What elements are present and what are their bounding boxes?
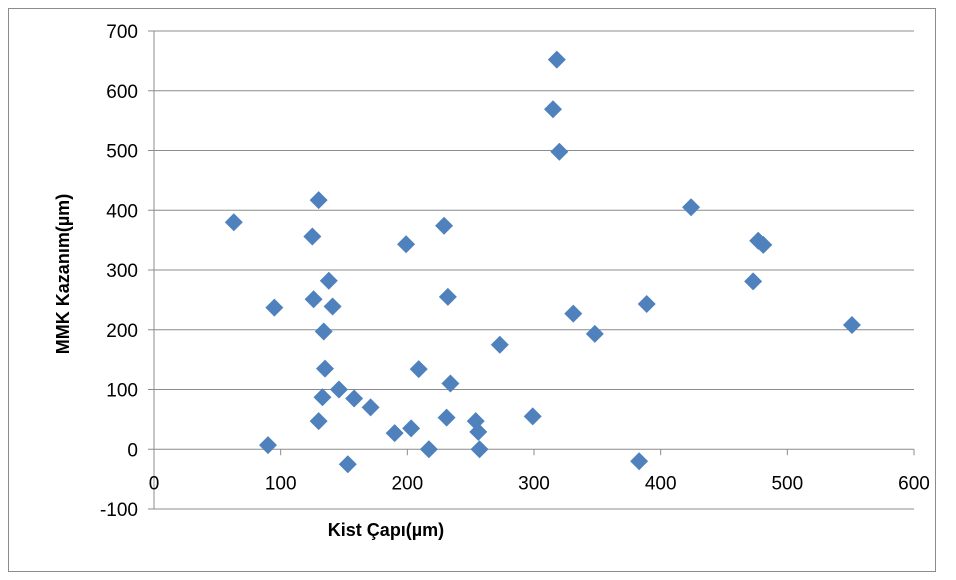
x-tick-label: 400 (645, 473, 677, 494)
data-point (303, 227, 322, 246)
data-point (547, 50, 566, 69)
data-point (490, 335, 509, 354)
data-point (585, 324, 604, 343)
data-point (397, 235, 416, 254)
x-tick-label: 0 (149, 473, 160, 494)
data-point (435, 216, 454, 235)
data-point (544, 100, 562, 119)
chart-frame: -100 0 100 200 300 400 500 600 700 0 100 200 300 400… (8, 8, 936, 572)
data-point (323, 297, 342, 316)
data-point (345, 389, 364, 408)
x-tick-label: 100 (265, 473, 297, 494)
x-tick-label: 500 (771, 473, 803, 494)
y-tick-label: 500 (106, 142, 138, 163)
data-point (469, 422, 488, 441)
data-points (224, 50, 861, 474)
x-tick-label: 600 (898, 473, 930, 494)
x-tick-label: 300 (518, 473, 550, 494)
data-point (319, 271, 338, 290)
data-point (385, 424, 404, 443)
y-tick-label: 200 (106, 321, 138, 342)
gridlines (154, 30, 914, 510)
axes (148, 30, 915, 510)
data-point (438, 287, 457, 306)
x-axis-title: Kist Çapı(µm) (328, 520, 444, 540)
x-tick-labels: 0 100 200 300 400 500 600 (149, 473, 930, 494)
data-point (419, 440, 438, 459)
y-tick-label: 100 (106, 381, 138, 402)
data-point (265, 298, 284, 317)
data-point (314, 322, 333, 341)
data-point (309, 191, 328, 210)
data-point (754, 235, 773, 254)
data-point (409, 360, 428, 379)
data-point (441, 374, 460, 393)
data-point (470, 440, 489, 459)
data-point (304, 290, 323, 309)
data-point (842, 315, 861, 334)
data-point (259, 436, 277, 455)
data-point (630, 452, 649, 471)
y-tick-label: 300 (106, 261, 138, 282)
data-point (637, 295, 656, 314)
x-tick-label: 200 (391, 473, 423, 494)
scatter-chart: -100 0 100 200 300 400 500 600 700 0 100 200 300 400… (53, 22, 930, 540)
data-point (402, 419, 421, 438)
y-tick-labels: -100 0 100 200 300 400 500 600 700 (100, 22, 138, 521)
data-point (361, 398, 380, 417)
data-point (682, 198, 701, 217)
data-point (224, 213, 243, 232)
data-point (744, 272, 763, 291)
data-point (309, 412, 328, 431)
y-tick-label: 0 (127, 440, 138, 461)
y-tick-label: 400 (106, 201, 138, 222)
data-point (523, 407, 542, 426)
data-point (313, 388, 332, 407)
data-point (338, 455, 357, 474)
y-tick-label: -100 (100, 500, 138, 521)
data-point (437, 408, 456, 427)
y-axis-title: MMK Kazanım(µm) (53, 194, 73, 354)
data-point (316, 359, 334, 378)
y-tick-label: 600 (106, 82, 138, 103)
data-point (329, 380, 348, 399)
data-point (550, 142, 569, 161)
y-tick-label: 700 (106, 22, 138, 43)
data-point (564, 304, 583, 323)
